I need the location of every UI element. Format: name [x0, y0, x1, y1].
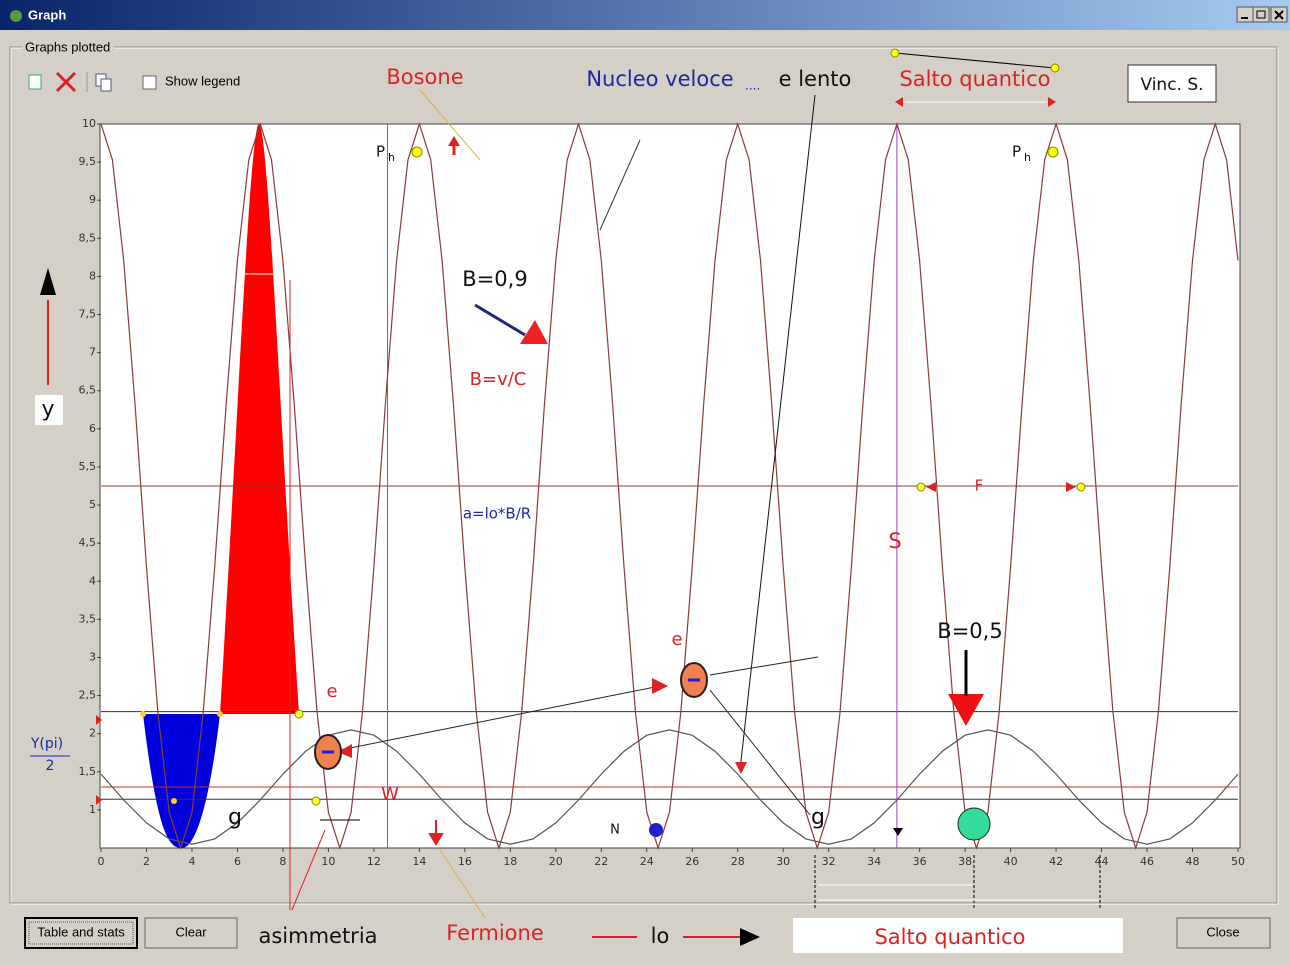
y-tick-label: 4 [89, 574, 96, 587]
annotation: h [1024, 151, 1031, 164]
y-tick-label: 1 [89, 803, 96, 816]
app-icon [10, 10, 22, 22]
annotation: Bosone [386, 65, 463, 89]
y-tick-label: 5 [89, 498, 96, 511]
y-tick-label: 8 [89, 269, 96, 282]
y-tick-label: 3,5 [79, 612, 97, 625]
annotation: lo [651, 924, 670, 948]
button[interactable]: Close [1177, 918, 1270, 948]
x-tick-label: 24 [640, 855, 654, 868]
annotation: F [975, 477, 984, 495]
x-tick-label: 50 [1231, 855, 1245, 868]
annotation: e [326, 681, 337, 702]
x-tick-label: 20 [549, 855, 563, 868]
annotation: P [1012, 143, 1021, 161]
x-tick-label: 2 [143, 855, 150, 868]
show-legend-label[interactable]: Show legend [165, 73, 240, 88]
y-tick-label: 4,5 [79, 536, 97, 549]
annotation: W [381, 784, 399, 805]
annotation: N [610, 823, 620, 838]
y-tick-label: 10 [82, 117, 96, 130]
x-tick-label: 38 [958, 855, 972, 868]
button-label[interactable]: Close [1206, 924, 1239, 939]
window-title: Graph [28, 7, 66, 22]
annotation: y [41, 397, 54, 422]
x-tick-label: 10 [321, 855, 335, 868]
x-tick-label: 44 [1095, 855, 1109, 868]
annotation: B=0,9 [462, 267, 527, 291]
y-tick-label: 2 [89, 727, 96, 740]
x-tick-label: 28 [731, 855, 745, 868]
annotation: Salto quantico [899, 67, 1050, 91]
button[interactable]: Table and stats [25, 918, 137, 948]
y-tick-label: 6 [89, 422, 96, 435]
y-tick-label: 9 [89, 193, 96, 206]
y-tick-label: 9,5 [79, 155, 97, 168]
annotation: Vinc. S. [1140, 75, 1203, 95]
x-tick-label: 46 [1140, 855, 1154, 868]
x-tick-label: 30 [776, 855, 790, 868]
y-tick-label: 3 [89, 650, 96, 663]
annotation: Y(pi) [30, 736, 63, 752]
annotation: e lento [779, 67, 852, 91]
annotation: P [376, 143, 385, 161]
annotation: .... [745, 79, 760, 93]
x-tick-label: 0 [98, 855, 105, 868]
annotation: g [811, 805, 825, 830]
annotation: e [671, 629, 682, 650]
annotation: Fermione [446, 921, 543, 945]
x-tick-label: 8 [279, 855, 286, 868]
x-tick-label: 14 [412, 855, 426, 868]
button-label[interactable]: Table and stats [37, 924, 125, 939]
annotation: Salto quantico [874, 925, 1025, 949]
annotation: B=0,5 [937, 619, 1002, 643]
title-bar [0, 0, 1290, 30]
annotation: Nucleo veloce [586, 67, 733, 91]
y-tick-label: 6,5 [79, 384, 97, 397]
x-tick-label: 48 [1186, 855, 1200, 868]
annotation: h [388, 151, 395, 164]
graph-window: Graph Graphs plotted Show legend Bosone … [0, 0, 1290, 965]
x-tick-label: 36 [913, 855, 927, 868]
window-controls[interactable] [1237, 7, 1287, 22]
x-tick-label: 26 [685, 855, 699, 868]
button-label[interactable]: Clear [175, 924, 207, 939]
y-tick-label: 2,5 [79, 689, 97, 702]
group-label: Graphs plotted [25, 39, 110, 54]
y-tick-label: 8,5 [79, 231, 97, 244]
x-tick-label: 16 [458, 855, 472, 868]
x-tick-label: 32 [822, 855, 836, 868]
x-tick-label: 18 [503, 855, 517, 868]
x-tick-label: 22 [594, 855, 608, 868]
annotation: a=lo*B/R [463, 505, 531, 523]
x-tick-label: 42 [1049, 855, 1063, 868]
y-tick-label: 1,5 [79, 765, 97, 778]
annotation: B=v/C [470, 369, 527, 390]
x-tick-label: 40 [1004, 855, 1018, 868]
x-tick-label: 34 [867, 855, 881, 868]
y-tick-label: 5,5 [79, 460, 97, 473]
annotation: S [888, 529, 901, 553]
x-tick-label: 12 [367, 855, 381, 868]
x-tick-label: 4 [188, 855, 195, 868]
toolbar[interactable] [29, 72, 156, 92]
y-tick-label: 7,5 [79, 308, 97, 321]
x-tick-label: 6 [234, 855, 241, 868]
button[interactable]: Clear [145, 918, 237, 948]
y-tick-label: 7 [89, 346, 96, 359]
annotation: g [228, 805, 242, 830]
annotation: 2 [46, 758, 55, 774]
annotation: asimmetria [258, 924, 377, 948]
